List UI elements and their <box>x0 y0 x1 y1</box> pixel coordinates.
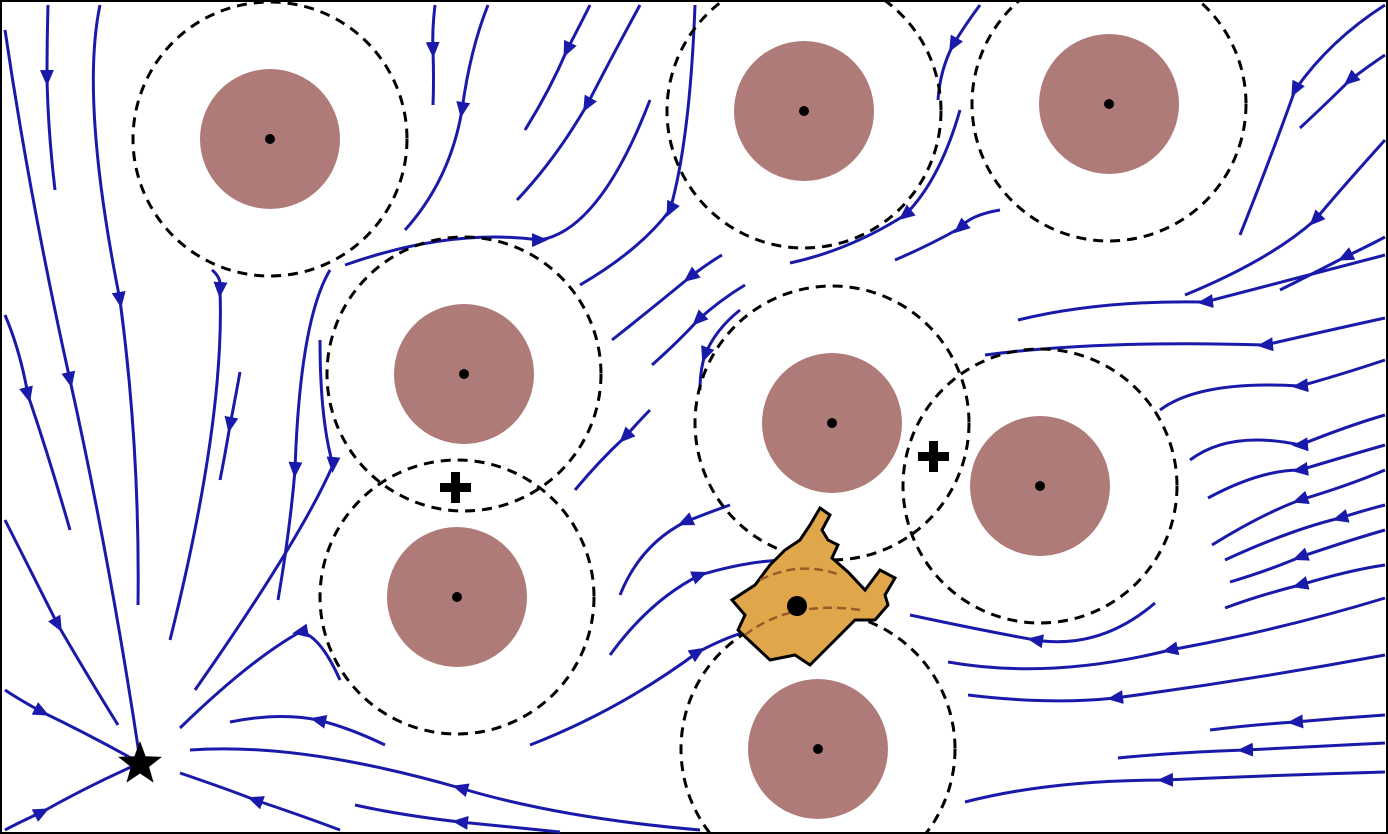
saddle-markers <box>440 441 949 503</box>
safety-zone <box>970 0 1248 243</box>
goal-star <box>118 741 162 783</box>
obstacle-centers <box>265 99 1114 754</box>
safety-zone <box>318 458 596 736</box>
robot <box>729 505 898 667</box>
safety-zone <box>901 347 1179 625</box>
safety-zone <box>693 284 971 562</box>
obstacles <box>131 0 1248 834</box>
safety-zone <box>665 0 943 250</box>
safety-zone <box>325 235 603 513</box>
streamlines <box>3 3 1387 834</box>
safety-zone <box>679 610 957 834</box>
safety-zone <box>131 0 409 278</box>
